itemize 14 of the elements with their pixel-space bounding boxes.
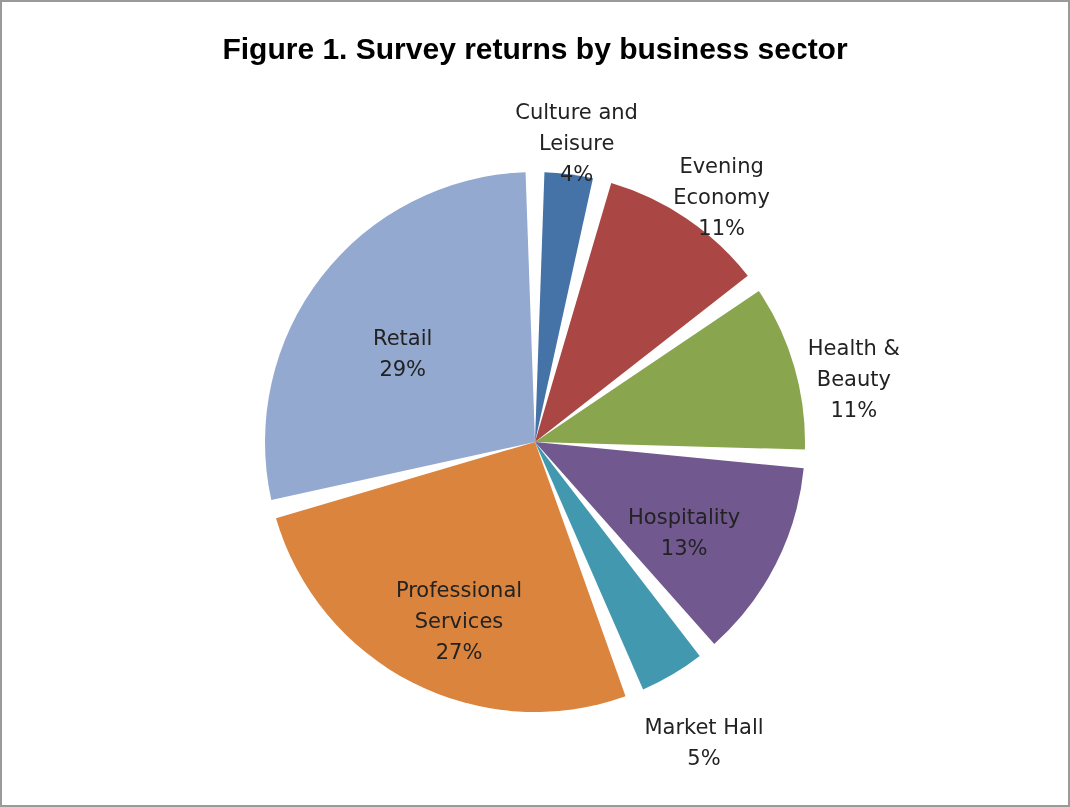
data-label: 29% xyxy=(379,357,427,382)
chart-title: Figure 1. Survey returns by business sector xyxy=(222,32,848,65)
data-label: 11% xyxy=(698,216,745,241)
slice-label: Evening Economy xyxy=(673,154,770,210)
slice-label: Culture and Leisure xyxy=(515,99,638,155)
data-label: 5% xyxy=(687,745,721,770)
slice-label: Professional Services xyxy=(395,578,523,634)
data-label: 13% xyxy=(660,536,708,560)
slice-label: Health & Beauty xyxy=(807,336,900,392)
slice-label: Market Hall xyxy=(644,714,764,739)
slice-label: Retail xyxy=(373,326,433,351)
data-label: 11% xyxy=(830,398,878,423)
slice-label: Hospitality xyxy=(628,505,741,529)
data-label: 27% xyxy=(435,640,483,665)
